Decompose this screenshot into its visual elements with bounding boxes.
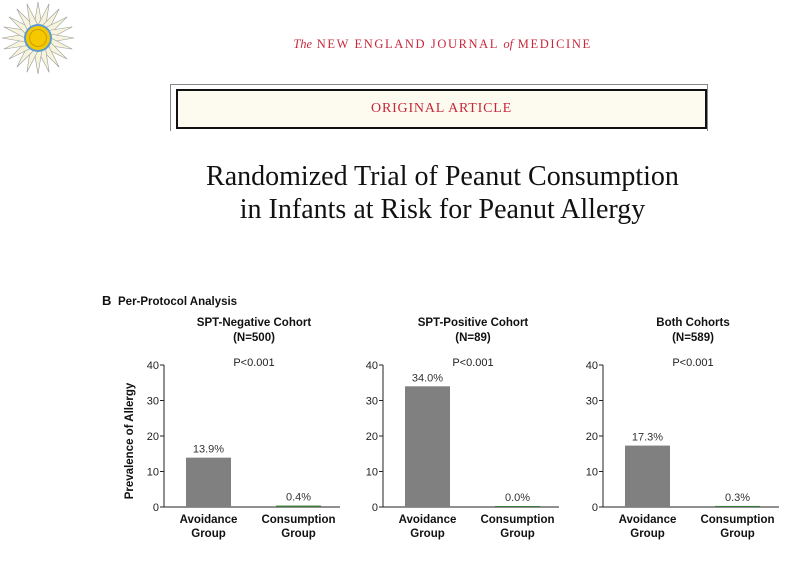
y-tick-label: 0	[592, 502, 598, 514]
x-tick-label: Group	[500, 528, 535, 540]
y-tick-label: 40	[147, 360, 159, 372]
x-tick-label: Avoidance	[619, 514, 677, 526]
data-label: 13.9%	[193, 444, 224, 456]
flower-logo	[1, 1, 75, 75]
data-label: 34.0%	[412, 372, 443, 384]
y-tick-label: 10	[586, 467, 598, 479]
article-title: Randomized Trial of Peanut Consumption in…	[206, 161, 679, 225]
y-tick-label: 20	[366, 431, 378, 443]
y-tick-label: 20	[586, 431, 598, 443]
chart-title: Both Cohorts	[656, 317, 729, 329]
p-value: P<0.001	[233, 357, 274, 369]
chart-title: SPT-Negative Cohort	[197, 317, 312, 329]
y-tick-label: 20	[147, 431, 159, 443]
x-tick-label: Consumption	[700, 514, 774, 526]
data-label: 17.3%	[632, 432, 663, 444]
bar-consumption	[495, 506, 540, 507]
panel-label: B	[102, 293, 111, 308]
y-tick-label: 10	[366, 467, 378, 479]
data-label: 0.0%	[505, 492, 530, 504]
data-label: 0.3%	[725, 492, 750, 504]
chart-subtitle: (N=589)	[672, 332, 714, 344]
x-tick-label: Avoidance	[399, 514, 457, 526]
chart-title: SPT-Positive Cohort	[418, 317, 529, 329]
panel-title: Per-Protocol Analysis	[118, 296, 237, 308]
banner-frame	[170, 84, 708, 131]
x-tick-label: Group	[410, 528, 445, 540]
y-tick-label: 0	[153, 502, 159, 514]
bar-avoidance	[186, 457, 231, 507]
x-tick-label: Group	[720, 528, 755, 540]
journal-name: The NEW ENGLAND JOURNAL of MEDICINE	[293, 37, 592, 51]
y-tick-label: 10	[147, 467, 159, 479]
x-tick-label: Group	[191, 528, 226, 540]
bar-consumption	[715, 505, 760, 507]
p-value: P<0.001	[452, 357, 493, 369]
bar-avoidance	[625, 445, 670, 507]
bar-avoidance	[405, 386, 450, 507]
bar-consumption	[276, 505, 321, 507]
chart-subtitle: (N=89)	[455, 332, 491, 344]
y-tick-label: 40	[366, 360, 378, 372]
x-tick-label: Group	[630, 528, 665, 540]
y-tick-label: 40	[586, 360, 598, 372]
y-tick-label: 30	[366, 396, 378, 408]
x-tick-label: Group	[281, 528, 316, 540]
y-axis-label: Prevalence of Allergy	[124, 382, 136, 499]
y-tick-label: 0	[372, 502, 378, 514]
article-type-banner: ORIGINAL ARTICLE	[176, 89, 707, 129]
y-tick-label: 30	[586, 396, 598, 408]
data-label: 0.4%	[286, 492, 311, 504]
chart-subtitle: (N=500)	[233, 332, 275, 344]
p-value: P<0.001	[672, 357, 713, 369]
y-tick-label: 30	[147, 396, 159, 408]
x-tick-label: Consumption	[261, 514, 335, 526]
x-tick-label: Avoidance	[180, 514, 238, 526]
x-tick-label: Consumption	[480, 514, 554, 526]
per-protocol-chart: B Per-Protocol Analysis SPT-Negative Cohor…	[102, 293, 779, 540]
